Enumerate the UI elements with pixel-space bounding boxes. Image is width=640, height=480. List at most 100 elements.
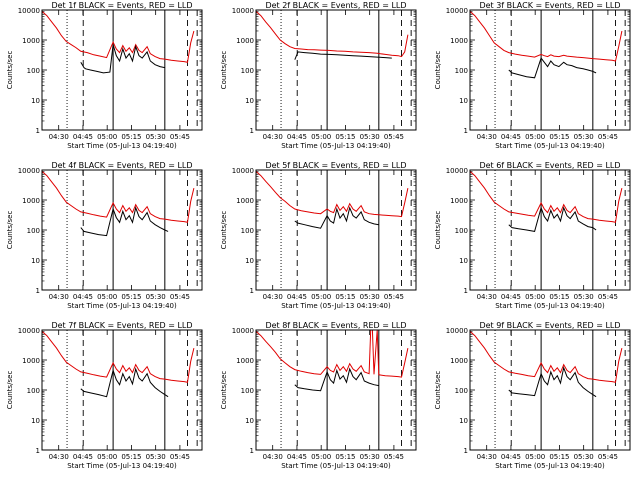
series-events-line: [294, 206, 379, 229]
y-tick-label: 10000: [18, 327, 40, 335]
x-tick-label: 05:45: [170, 293, 190, 301]
panel-title: Det 2f BLACK = Events, RED = LLD: [265, 1, 406, 10]
x-tick-label: 05:15: [121, 453, 141, 461]
panel-1: Det 1f BLACK = Events, RED = LLD 1 10 100 10…: [6, 1, 203, 150]
series-lld-line: [41, 11, 195, 63]
panel-frame: [469, 169, 631, 291]
y-tick-label: 10: [459, 417, 468, 425]
panel-4: Det 4f BLACK = Events, RED = LLD 1 10 100 10…: [6, 161, 203, 310]
x-tick-label: 04:30: [477, 133, 497, 141]
y-tick-label: 1: [36, 287, 40, 295]
y-tick-label: 1: [464, 447, 468, 455]
y-axis-label: Counts/sec: [6, 371, 14, 410]
series-events-line: [80, 206, 169, 237]
x-axis-label: Start Time (05-Jul-13 04:19:40): [67, 462, 177, 470]
y-axis-label: Counts/sec: [434, 51, 442, 90]
y-tick-label: 10: [459, 257, 468, 265]
panel-frame: [255, 329, 417, 451]
y-tick-label: 1000: [450, 357, 468, 365]
x-tick-label: 04:45: [287, 133, 307, 141]
x-tick-label: 05:30: [574, 293, 594, 301]
y-tick-label: 10000: [232, 327, 254, 335]
x-axis-label: Start Time (05-Jul-13 04:19:40): [67, 142, 177, 150]
series-events-line: [80, 367, 169, 398]
y-axis-label: Counts/sec: [220, 51, 228, 90]
x-axis-label: Start Time (05-Jul-13 04:19:40): [67, 302, 177, 310]
x-tick-label: 05:45: [598, 133, 618, 141]
series-events-line: [80, 44, 165, 74]
series-lld-line: [41, 331, 195, 383]
panel-frame: [41, 329, 203, 451]
x-tick-label: 05:00: [311, 133, 331, 141]
series-lld-line: [469, 331, 623, 383]
y-tick-label: 10000: [232, 167, 254, 175]
x-tick-label: 05:15: [335, 293, 355, 301]
x-tick-label: 05:30: [360, 293, 380, 301]
y-tick-label: 100: [241, 227, 254, 235]
x-tick-label: 05:45: [384, 133, 404, 141]
panel-title: Det 6f BLACK = Events, RED = LLD: [479, 161, 620, 170]
x-tick-label: 05:15: [335, 133, 355, 141]
y-tick-label: 1000: [22, 357, 40, 365]
x-tick-label: 04:30: [49, 453, 69, 461]
x-tick-label: 05:45: [598, 293, 618, 301]
y-tick-label: 100: [27, 227, 40, 235]
panel-title: Det 9f BLACK = Events, RED = LLD: [479, 321, 620, 330]
y-tick-label: 100: [455, 227, 468, 235]
x-tick-label: 04:45: [501, 293, 521, 301]
x-tick-label: 04:30: [263, 453, 283, 461]
y-axis-label: Counts/sec: [434, 371, 442, 410]
x-tick-label: 04:30: [477, 453, 497, 461]
x-tick-label: 05:45: [384, 453, 404, 461]
x-tick-label: 05:00: [97, 293, 117, 301]
y-tick-label: 100: [241, 67, 254, 75]
y-axis-label: Counts/sec: [220, 371, 228, 410]
panel-title: Det 3f BLACK = Events, RED = LLD: [479, 1, 620, 10]
x-tick-label: 05:00: [311, 293, 331, 301]
x-tick-label: 05:30: [574, 133, 594, 141]
x-tick-label: 05:30: [360, 453, 380, 461]
x-tick-label: 04:30: [49, 293, 69, 301]
y-tick-label: 10: [31, 417, 40, 425]
y-tick-label: 1: [36, 127, 40, 135]
y-axis-label: Counts/sec: [6, 211, 14, 250]
y-tick-label: 1000: [236, 197, 254, 205]
series-events-line: [508, 57, 597, 79]
y-tick-label: 10: [31, 97, 40, 105]
panel-frame: [469, 329, 631, 451]
x-tick-label: 05:45: [598, 453, 618, 461]
x-axis-label: Start Time (05-Jul-13 04:19:40): [495, 142, 605, 150]
x-tick-label: 05:30: [574, 453, 594, 461]
y-tick-label: 10000: [18, 7, 40, 15]
x-tick-label: 04:45: [73, 453, 93, 461]
x-tick-label: 05:30: [360, 133, 380, 141]
panel-title: Det 5f BLACK = Events, RED = LLD: [265, 161, 406, 170]
y-tick-label: 1: [250, 287, 254, 295]
y-tick-label: 1000: [236, 37, 254, 45]
x-tick-label: 04:30: [263, 293, 283, 301]
y-tick-label: 1000: [450, 197, 468, 205]
y-tick-label: 10: [245, 417, 254, 425]
series-lld-line: [255, 11, 409, 58]
panel-title: Det 7f BLACK = Events, RED = LLD: [51, 321, 192, 330]
y-tick-label: 1: [36, 447, 40, 455]
y-tick-label: 100: [241, 387, 254, 395]
panel-frame: [469, 9, 631, 131]
x-tick-label: 05:15: [549, 453, 569, 461]
y-tick-label: 100: [27, 387, 40, 395]
y-tick-label: 10: [31, 257, 40, 265]
x-tick-label: 04:45: [501, 453, 521, 461]
panel-8: Det 8f BLACK = Events, RED = LLD 1 10 100 10…: [220, 321, 417, 470]
panel-9: Det 9f BLACK = Events, RED = LLD 1 10 100 10…: [434, 321, 631, 470]
x-tick-label: 05:00: [311, 453, 331, 461]
x-tick-label: 05:00: [525, 133, 545, 141]
series-lld-line: [255, 171, 409, 218]
panel-frame: [41, 169, 203, 291]
y-axis-label: Counts/sec: [220, 211, 228, 250]
y-tick-label: 1000: [22, 197, 40, 205]
panel-title: Det 4f BLACK = Events, RED = LLD: [51, 161, 192, 170]
series-events-line: [294, 51, 392, 60]
x-tick-label: 05:15: [121, 133, 141, 141]
